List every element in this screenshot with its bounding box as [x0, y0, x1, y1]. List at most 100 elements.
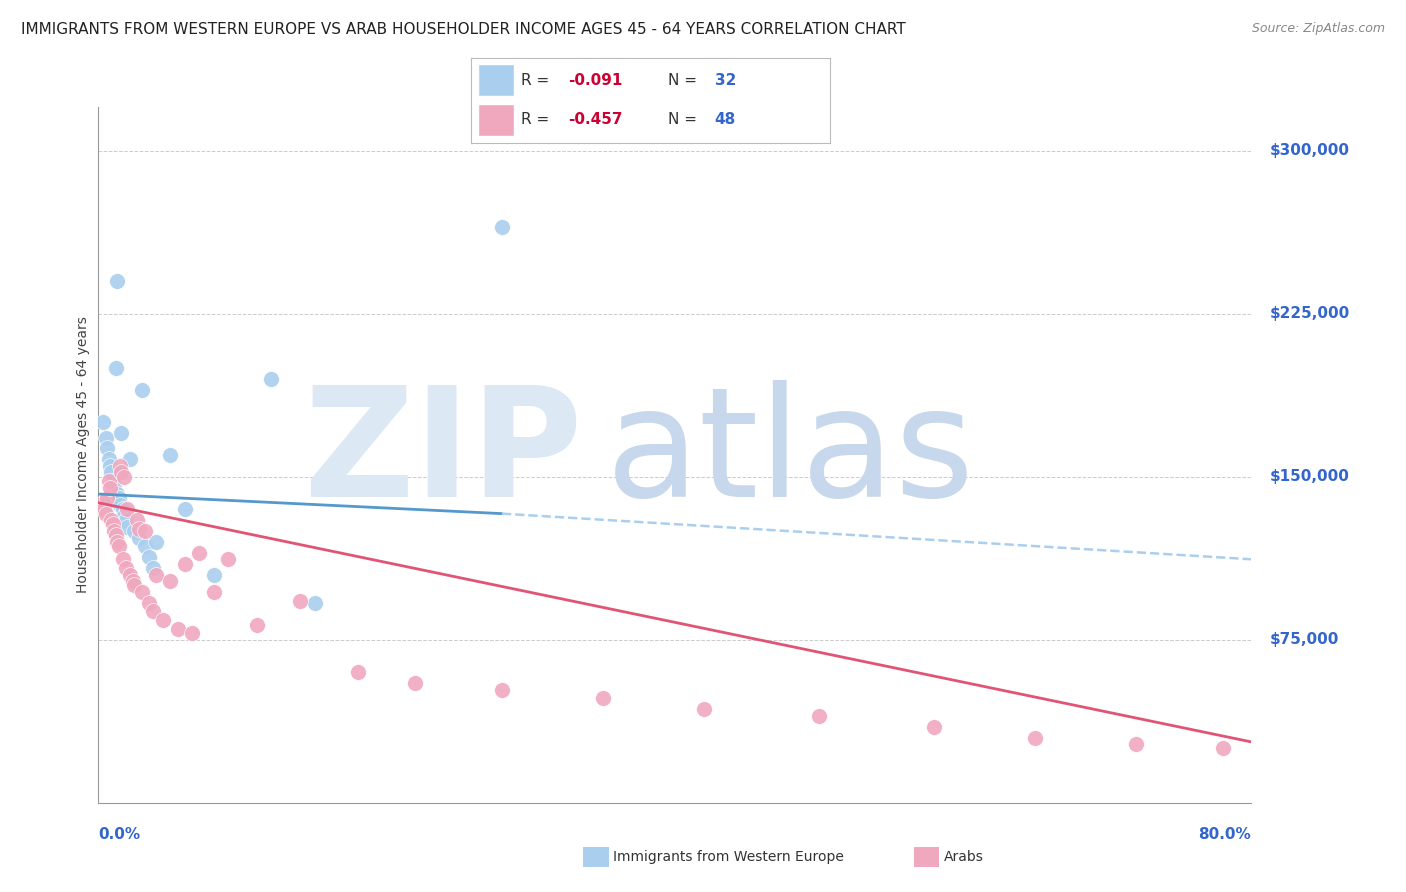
- Point: [112, 508, 135, 523]
- Point: [166, 622, 188, 636]
- Point: [105, 487, 128, 501]
- Text: 0.0%: 0.0%: [98, 827, 141, 841]
- Text: 48: 48: [714, 112, 737, 128]
- Point: [98, 458, 121, 473]
- Text: -0.091: -0.091: [568, 72, 623, 87]
- Point: [138, 596, 160, 610]
- Point: [108, 458, 131, 473]
- Point: [114, 561, 136, 575]
- Point: [124, 524, 146, 538]
- Point: [97, 452, 120, 467]
- Point: [181, 626, 204, 640]
- Text: Immigrants from Western Europe: Immigrants from Western Europe: [613, 850, 844, 864]
- Point: [127, 513, 149, 527]
- Text: $300,000: $300,000: [1270, 143, 1350, 158]
- Point: [138, 550, 160, 565]
- Text: Arabs: Arabs: [943, 850, 983, 864]
- Point: [100, 466, 122, 480]
- Point: [98, 481, 121, 495]
- Point: [107, 491, 129, 506]
- Y-axis label: Householder Income Ages 45 - 64 years: Householder Income Ages 45 - 64 years: [76, 317, 90, 593]
- Point: [131, 383, 153, 397]
- Point: [120, 567, 142, 582]
- Point: [107, 539, 129, 553]
- Point: [1125, 737, 1147, 751]
- Point: [117, 519, 138, 533]
- Point: [128, 522, 150, 536]
- Point: [91, 415, 114, 429]
- Point: [96, 442, 118, 456]
- FancyBboxPatch shape: [478, 64, 515, 96]
- Point: [174, 502, 197, 516]
- Point: [290, 593, 312, 607]
- Text: atlas: atlas: [606, 380, 974, 530]
- Text: N =: N =: [668, 72, 702, 87]
- Point: [91, 496, 114, 510]
- Point: [246, 617, 269, 632]
- Point: [104, 528, 127, 542]
- Point: [217, 552, 239, 566]
- Text: ZIP: ZIP: [304, 380, 582, 530]
- Text: $150,000: $150,000: [1270, 469, 1350, 484]
- Point: [142, 605, 165, 619]
- Text: $75,000: $75,000: [1270, 632, 1339, 648]
- Point: [202, 585, 225, 599]
- Point: [159, 448, 181, 462]
- Text: R =: R =: [522, 72, 554, 87]
- FancyBboxPatch shape: [478, 103, 515, 136]
- Text: Source: ZipAtlas.com: Source: ZipAtlas.com: [1251, 22, 1385, 36]
- Point: [110, 466, 132, 480]
- Point: [592, 691, 614, 706]
- Point: [117, 502, 138, 516]
- Point: [93, 502, 115, 516]
- Point: [405, 676, 427, 690]
- Point: [110, 426, 132, 441]
- Point: [97, 474, 120, 488]
- Point: [124, 578, 146, 592]
- Point: [145, 567, 167, 582]
- Point: [145, 535, 167, 549]
- Point: [101, 474, 124, 488]
- Point: [111, 552, 134, 566]
- Point: [346, 665, 368, 680]
- Point: [131, 585, 153, 599]
- Text: $225,000: $225,000: [1270, 306, 1350, 321]
- Point: [202, 567, 225, 582]
- Point: [105, 535, 128, 549]
- Point: [108, 498, 131, 512]
- Point: [807, 708, 830, 723]
- Text: IMMIGRANTS FROM WESTERN EUROPE VS ARAB HOUSEHOLDER INCOME AGES 45 - 64 YEARS COR: IMMIGRANTS FROM WESTERN EUROPE VS ARAB H…: [21, 22, 905, 37]
- Point: [134, 524, 156, 538]
- Point: [174, 557, 197, 571]
- Point: [134, 539, 156, 553]
- Point: [103, 481, 125, 495]
- Point: [111, 502, 134, 516]
- Point: [103, 524, 125, 538]
- Text: -0.457: -0.457: [568, 112, 623, 128]
- Point: [188, 546, 211, 560]
- Point: [128, 531, 150, 545]
- Point: [152, 613, 174, 627]
- Point: [1212, 741, 1234, 756]
- Text: 80.0%: 80.0%: [1198, 827, 1251, 841]
- Text: 32: 32: [714, 72, 737, 87]
- Point: [100, 513, 122, 527]
- Point: [112, 469, 135, 483]
- Point: [120, 452, 142, 467]
- Point: [122, 574, 145, 588]
- Point: [104, 361, 127, 376]
- Point: [491, 682, 513, 697]
- Point: [1024, 731, 1046, 745]
- Point: [105, 274, 128, 288]
- Point: [96, 491, 118, 506]
- Point: [101, 517, 124, 532]
- Point: [159, 574, 181, 588]
- Point: [304, 596, 326, 610]
- Point: [260, 372, 283, 386]
- Point: [94, 507, 117, 521]
- Point: [922, 720, 945, 734]
- Point: [94, 431, 117, 445]
- Point: [114, 513, 136, 527]
- Text: N =: N =: [668, 112, 702, 128]
- Point: [693, 702, 716, 716]
